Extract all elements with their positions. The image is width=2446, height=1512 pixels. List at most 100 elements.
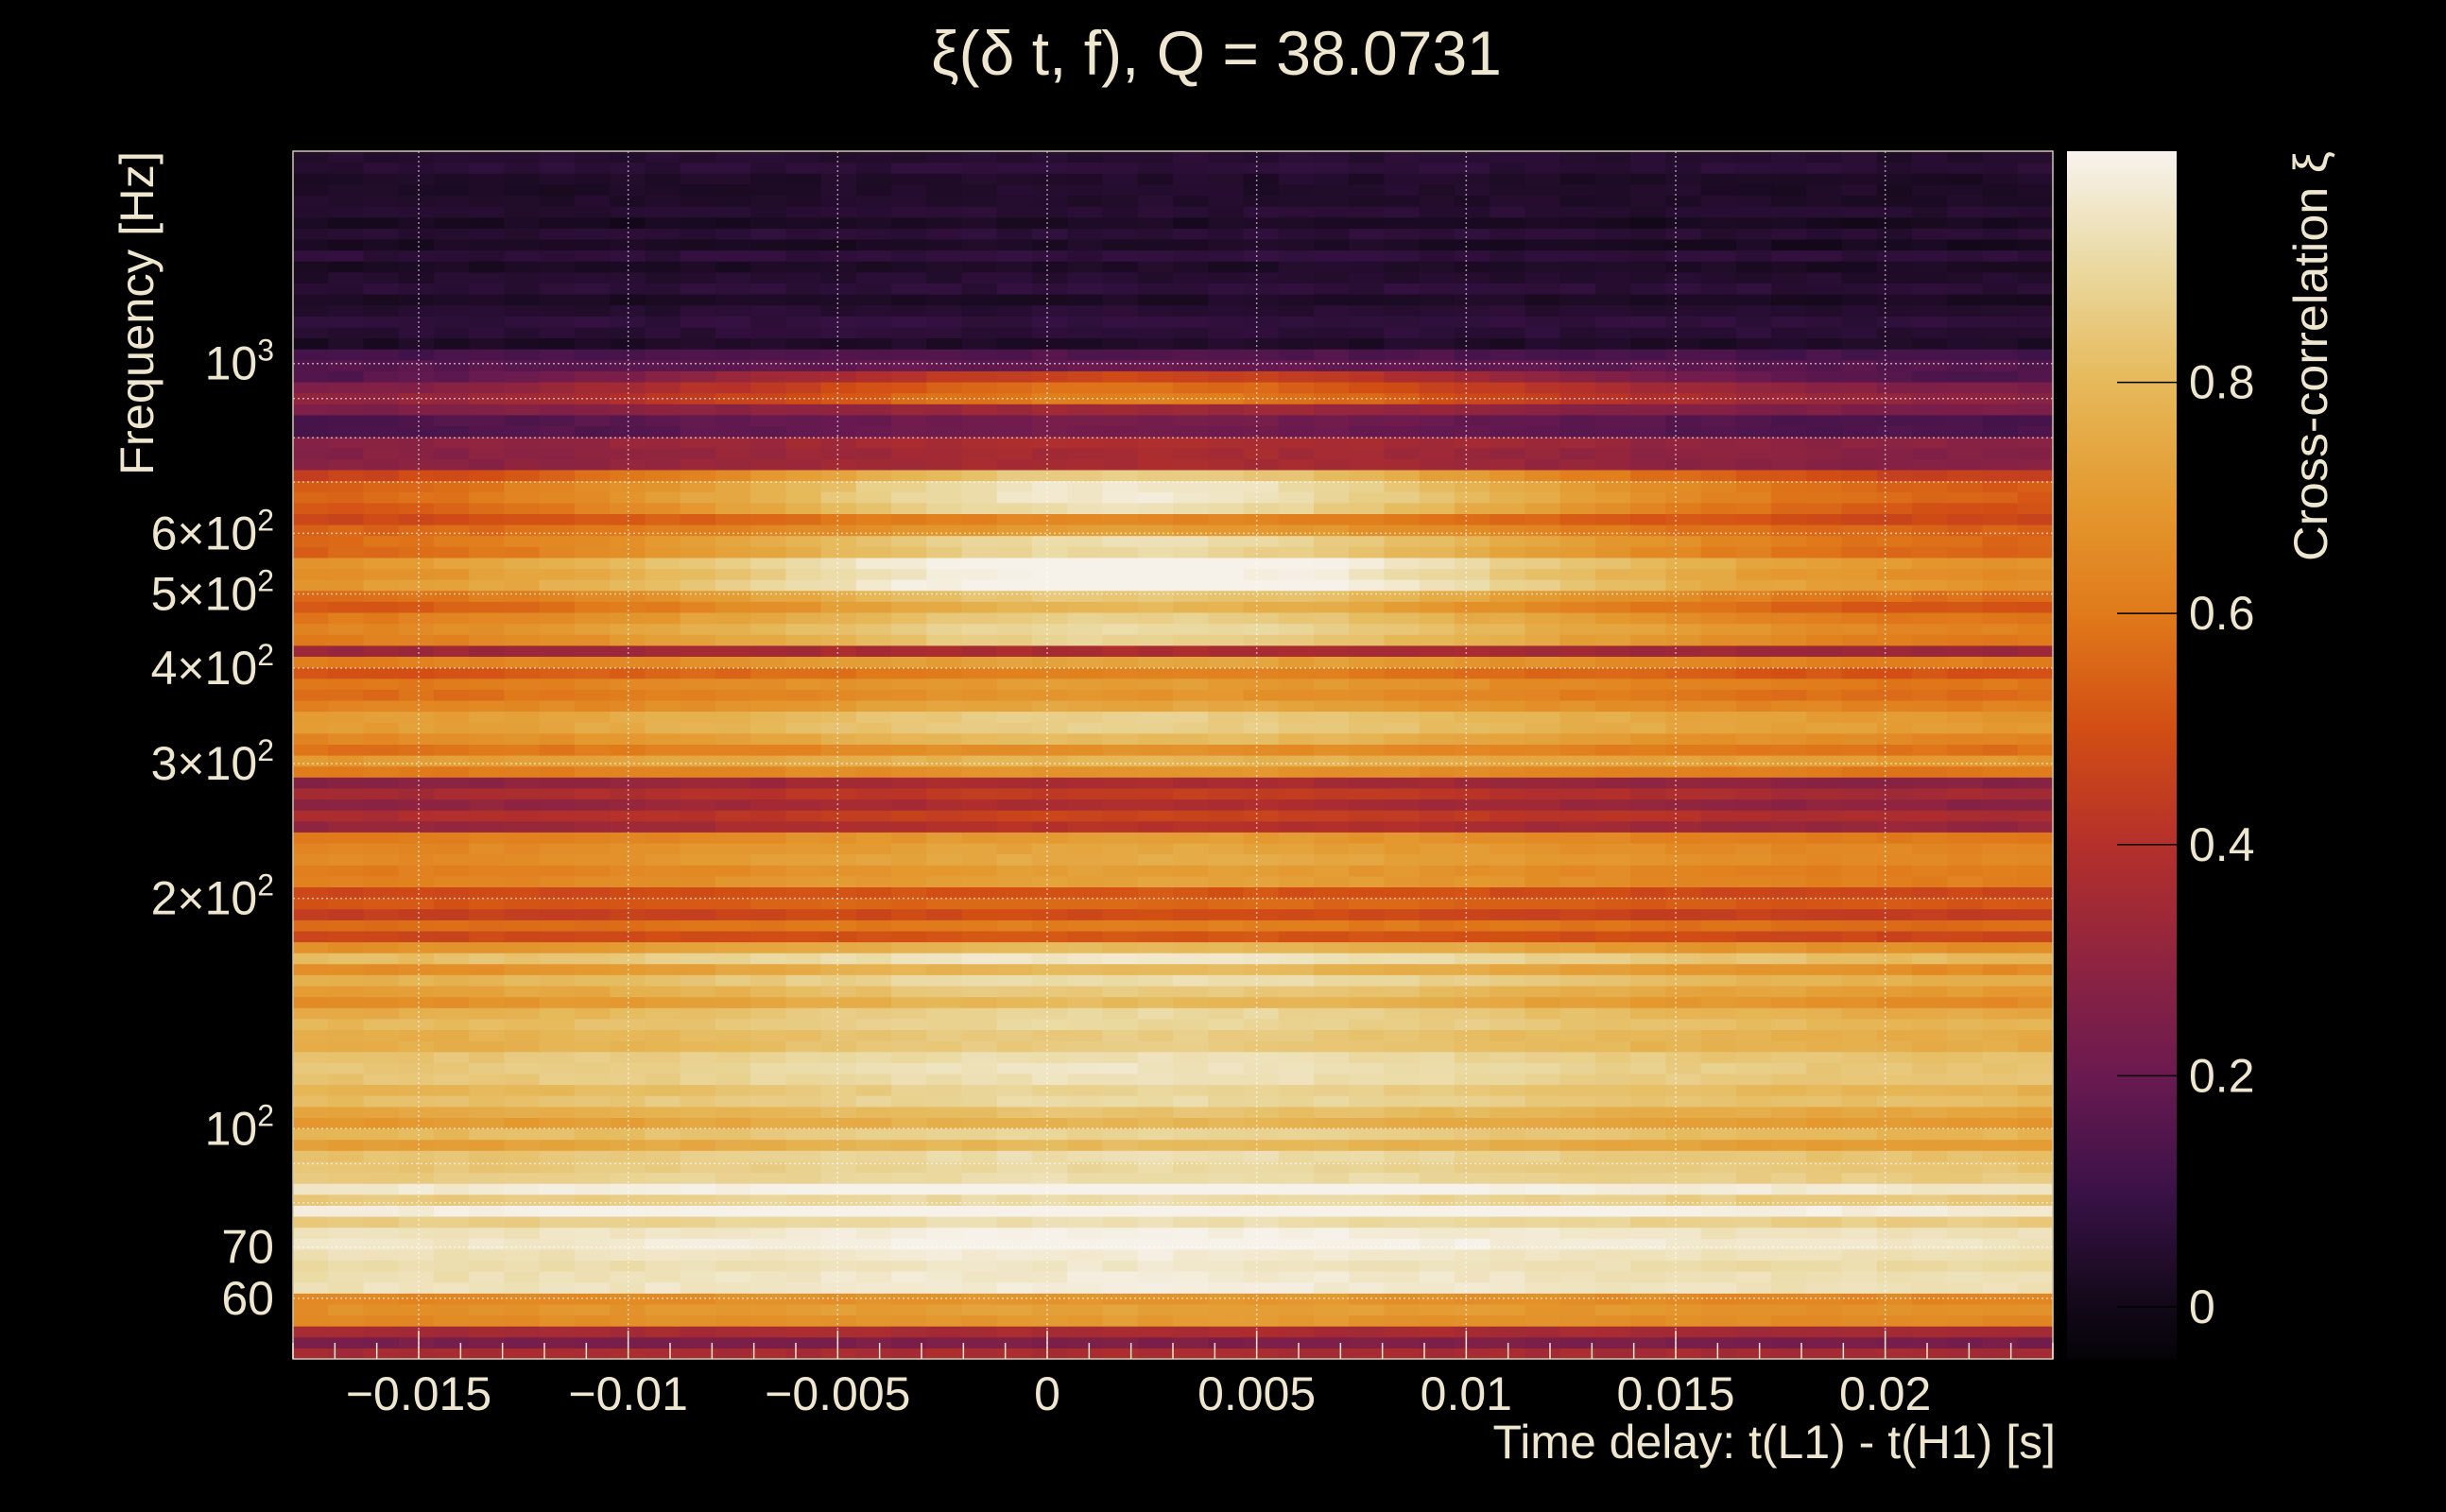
heatmap-cell [996,1018,1033,1030]
heatmap-cell [1278,634,1315,646]
heatmap-cell [504,623,541,635]
heatmap-cell [293,1051,329,1063]
heatmap-cell [1454,941,1490,954]
heatmap-cell [363,579,400,592]
heatmap-cell [434,294,470,306]
heatmap-cell [715,1303,751,1316]
heatmap-cell [574,1227,611,1239]
heatmap-cell [750,1238,786,1250]
heatmap-cell [1349,732,1385,745]
heatmap-cell [1876,447,1913,459]
heatmap-cell [1314,469,1350,482]
heatmap-cell [469,283,505,295]
heatmap-cell [785,1227,822,1239]
heatmap-cell [1384,667,1421,679]
heatmap-cell [1947,930,1984,943]
heatmap-cell [293,755,329,767]
heatmap-cell [926,820,963,833]
heatmap-cell [1841,1095,1878,1108]
heatmap-cell [820,1281,857,1294]
heatmap-cell [328,1348,364,1360]
heatmap-cell [1314,930,1350,943]
heatmap-cell [1841,546,1878,558]
heatmap-cell [1841,1018,1878,1030]
heatmap-row [293,832,2054,844]
heatmap-cell [680,886,716,899]
heatmap-cell [1349,711,1385,723]
heatmap-cell [1735,711,1772,723]
heatmap-cell [1243,711,1280,723]
heatmap-cell [1700,491,1737,504]
heatmap-cell [398,1314,435,1327]
heatmap-cell [2017,349,2054,361]
heatmap-cell [961,326,998,339]
heatmap-cell [1700,930,1737,943]
heatmap-cell [961,1183,998,1195]
heatmap-cell [961,930,998,943]
heatmap-cell [610,601,646,613]
heatmap-cell [1490,832,1525,844]
heatmap-cell [1454,414,1490,426]
heatmap-cell [1243,1040,1280,1053]
heatmap-cell [1314,1040,1350,1053]
heatmap-cell [1524,590,1561,602]
heatmap-cell [1700,1238,1737,1250]
heatmap-cell [1454,1303,1490,1316]
heatmap-cell [1700,1216,1737,1228]
heatmap-cell [1419,1227,1456,1239]
heatmap-cell [715,1248,751,1261]
heatmap-cell [785,458,822,471]
heatmap-cell [1735,294,1772,306]
heatmap-cell [680,1303,716,1316]
heatmap-cell [610,777,646,789]
heatmap-cell [1559,699,1596,713]
heatmap-cell [1630,732,1666,745]
heatmap-cell [1630,953,1666,965]
heatmap-cell [1947,898,1984,910]
heatmap-cell [715,1084,751,1096]
heatmap-cell [1841,820,1878,833]
heatmap-cell [1067,820,1104,833]
heatmap-cell [1876,853,1913,866]
heatmap-cell [1630,853,1666,866]
heatmap-cell [1102,787,1139,800]
heatmap-cell [2017,1183,2054,1195]
heatmap-cell [715,656,751,668]
heatmap-row [293,919,2054,932]
heatmap-cell [1490,326,1525,339]
heatmap-cell [1630,941,1666,954]
heatmap-cell [680,1194,716,1206]
heatmap-cell [328,1216,364,1228]
heatmap-cell [434,1205,470,1217]
heatmap-cell [855,349,892,361]
heatmap-cell [1314,502,1350,514]
heatmap-cell [785,1029,822,1041]
heatmap-cell [1208,941,1244,954]
heatmap-cell [1912,799,1948,811]
heatmap-cell [1982,349,2019,361]
heatmap-cell [328,524,364,537]
heatmap-cell [996,370,1033,383]
heatmap-cell [820,404,857,416]
heatmap-cell [1243,1007,1280,1020]
heatmap-cell [1594,810,1631,822]
heatmap-cell [504,546,541,558]
heatmap-cell [1067,546,1104,558]
heatmap-cell [1278,447,1315,459]
heatmap-cell [1419,711,1456,723]
heatmap-cell [1173,382,1209,394]
heatmap-cell [293,1117,329,1129]
heatmap-cell [574,326,611,339]
heatmap-cell [574,799,611,811]
heatmap-cell [750,799,786,811]
heatmap-cell [1243,502,1280,514]
heatmap-cell [715,832,751,844]
heatmap-cell [2017,898,2054,910]
heatmap-cell [1419,986,1456,998]
heatmap-cell [1349,513,1385,525]
heatmap-cell [610,414,646,426]
heatmap-cell [1982,986,2019,998]
heatmap-cell [574,711,611,723]
heatmap-cell [891,744,927,756]
heatmap-cell [1278,1326,1315,1338]
